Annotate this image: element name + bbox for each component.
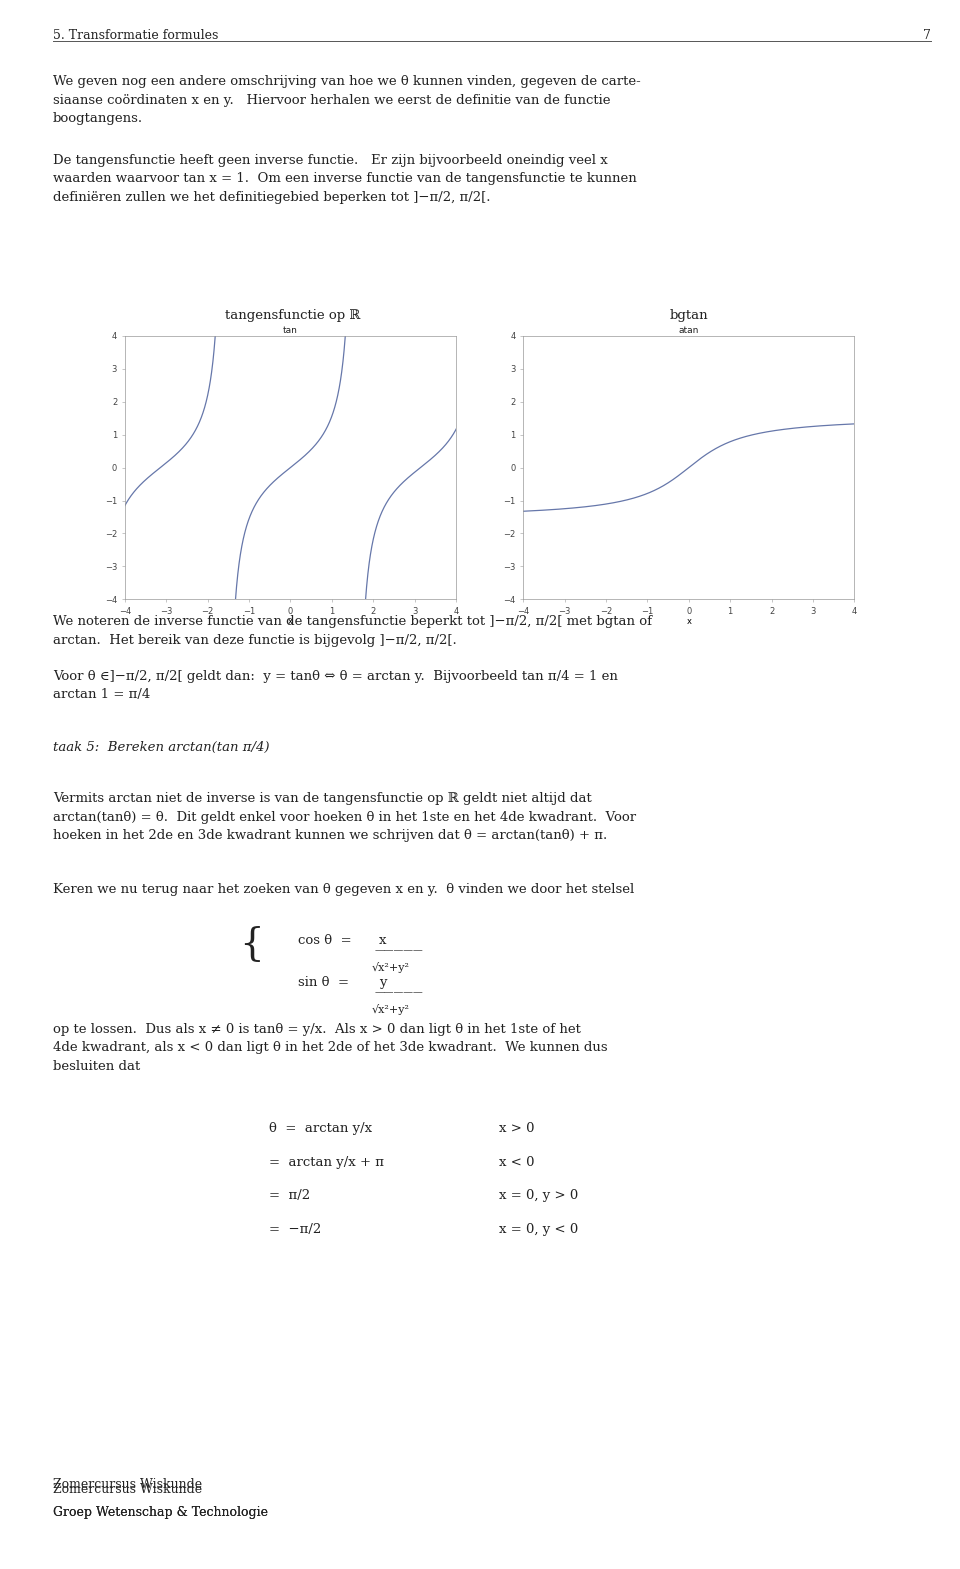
Text: Vermits arctan niet de inverse is van de tangensfunctie op ℝ geldt niet altijd d: Vermits arctan niet de inverse is van de… [53,792,636,843]
Text: Groep Wetenschap & Technologie: Groep Wetenschap & Technologie [53,1506,268,1519]
Text: tangensfunctie op ℝ: tangensfunctie op ℝ [225,309,361,322]
Text: x: x [379,934,387,946]
Text: De tangensfunctie heeft geen inverse functie.   Er zijn bijvoorbeeld oneindig ve: De tangensfunctie heeft geen inverse fun… [53,154,636,204]
Text: cos θ  =: cos θ = [298,934,360,946]
X-axis label: x: x [686,617,691,626]
Text: Voor θ ∈]−π/2, π/2[ geldt dan:  y = tanθ ⇔ θ = arctan y.  Bijvoorbeeld tan π/4 =: Voor θ ∈]−π/2, π/2[ geldt dan: y = tanθ … [53,670,617,701]
Text: x > 0: x > 0 [499,1122,535,1134]
Text: y: y [379,976,387,988]
X-axis label: x: x [288,617,293,626]
Text: Zomercursus Wiskunde: Zomercursus Wiskunde [53,1483,202,1495]
Text: Groep Wetenschap & Technologie: Groep Wetenschap & Technologie [53,1506,268,1519]
Text: x < 0: x < 0 [499,1155,535,1169]
Text: √x²+y²: √x²+y² [372,1004,410,1015]
Text: =  π/2: = π/2 [269,1189,310,1202]
Text: —————: ————— [374,988,423,998]
Text: sin θ  =: sin θ = [298,976,357,988]
Text: bgtan: bgtan [670,309,708,322]
Text: √x²+y²: √x²+y² [372,962,410,973]
Text: —————: ————— [374,946,423,956]
Text: θ  =  arctan y/x: θ = arctan y/x [269,1122,372,1134]
Text: {: { [239,926,264,963]
Text: =  arctan y/x + π: = arctan y/x + π [269,1155,384,1169]
Text: taak 5:  Bereken arctan(tan π/4): taak 5: Bereken arctan(tan π/4) [53,741,270,753]
Text: x = 0, y < 0: x = 0, y < 0 [499,1224,579,1236]
Title: atan: atan [679,326,699,336]
Text: Keren we nu terug naar het zoeken van θ gegeven x en y.  θ vinden we door het st: Keren we nu terug naar het zoeken van θ … [53,883,634,896]
Text: Zomercursus Wiskunde: Zomercursus Wiskunde [53,1478,202,1491]
Text: =  −π/2: = −π/2 [269,1224,321,1236]
Text: 7: 7 [924,28,931,42]
Text: op te lossen.  Dus als x ≠ 0 is tanθ = y/x.  Als x > 0 dan ligt θ in het 1ste of: op te lossen. Dus als x ≠ 0 is tanθ = y/… [53,1023,608,1073]
Text: We noteren de inverse functie van de tangensfunctie beperkt tot ]−π/2, π/2[ met : We noteren de inverse functie van de tan… [53,615,652,646]
Text: x = 0, y > 0: x = 0, y > 0 [499,1189,579,1202]
Text: 5. Transformatie formules: 5. Transformatie formules [53,28,218,42]
Title: tan: tan [283,326,298,336]
Text: We geven nog een andere omschrijving van hoe we θ kunnen vinden, gegeven de cart: We geven nog een andere omschrijving van… [53,75,640,126]
